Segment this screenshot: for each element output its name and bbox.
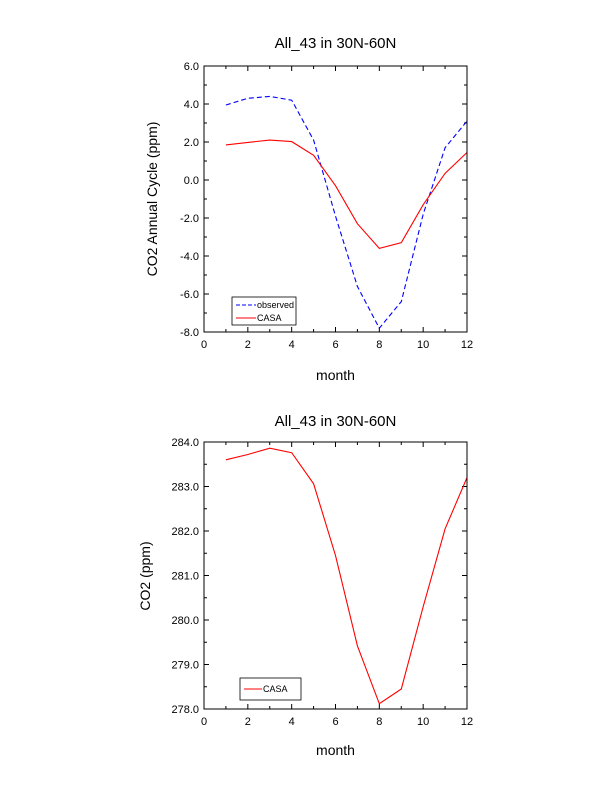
- x-tick-label: 12: [461, 339, 473, 351]
- plot-area: [225, 447, 468, 705]
- plot-area: [225, 95, 468, 330]
- y-tick-label: 281.0: [171, 571, 199, 583]
- y-tick-label: 282.0: [171, 526, 199, 538]
- plot-frame: [203, 441, 468, 710]
- series-line-casa: [225, 139, 468, 250]
- x-tick-label: 0: [201, 716, 207, 728]
- x-axis-label: month: [316, 742, 355, 758]
- x-tick-label: 4: [289, 716, 295, 728]
- x-tick-label: 6: [332, 339, 338, 351]
- y-tick-label: 0.0: [184, 175, 199, 187]
- axis-ticks: 0 2 4 6 8 10 12 -8.0 -6.0 -4.0 -2.0 0.0 2.0 4.0 6.0: [180, 61, 473, 351]
- legend: observed CASA: [231, 296, 297, 326]
- y-tick-label: 279.0: [171, 660, 199, 672]
- legend: CASA: [239, 677, 302, 701]
- legend-label-observed: observed: [257, 300, 294, 310]
- y-tick-label: 284.0: [171, 437, 199, 449]
- y-tick-label: -2.0: [180, 213, 199, 225]
- x-tick-label: 0: [201, 339, 207, 351]
- y-tick-label: 4.0: [184, 99, 199, 111]
- y-axis-label: CO2 Annual Cycle (ppm): [144, 122, 160, 277]
- x-tick-label: 2: [245, 716, 251, 728]
- legend-box: [231, 296, 297, 326]
- chart-annual-cycle: All_43 in 30N-60N month CO2 Annual Cycle…: [144, 35, 473, 383]
- y-tick-label: -6.0: [180, 289, 199, 301]
- chart-co2: All_43 in 30N-60N month CO2 (ppm) 0 2 4 6 8 1…: [137, 413, 473, 758]
- x-tick-label: 2: [245, 339, 251, 351]
- legend-box: [239, 677, 302, 701]
- y-tick-label: 283.0: [171, 482, 199, 494]
- x-tick-label: 8: [376, 716, 382, 728]
- x-tick-label: 6: [332, 716, 338, 728]
- y-tick-label: -4.0: [180, 251, 199, 263]
- y-tick-label: 280.0: [171, 615, 199, 627]
- chart-title: All_43 in 30N-60N: [275, 35, 397, 52]
- y-tick-label: -8.0: [180, 327, 199, 339]
- x-tick-label: 10: [417, 339, 429, 351]
- axis-ticks: 0 2 4 6 8 10 12 278.0 279.0 280.0 281.0 282.0 283.0 2…: [171, 437, 473, 728]
- x-tick-label: 12: [461, 716, 473, 728]
- y-tick-label: 278.0: [171, 704, 199, 716]
- x-axis-label: month: [316, 367, 355, 383]
- x-tick-label: 4: [289, 339, 295, 351]
- y-tick-label: 6.0: [184, 61, 199, 73]
- y-tick-label: 2.0: [184, 137, 199, 149]
- legend-label-casa: CASA: [263, 684, 288, 694]
- x-tick-label: 8: [376, 339, 382, 351]
- series-line-observed: [225, 95, 468, 330]
- x-tick-label: 10: [417, 716, 429, 728]
- plot-frame: [203, 65, 468, 333]
- y-axis-label: CO2 (ppm): [137, 541, 153, 610]
- legend-label-casa: CASA: [257, 313, 282, 323]
- chart-title: All_43 in 30N-60N: [275, 413, 397, 430]
- series-line-casa: [225, 447, 468, 705]
